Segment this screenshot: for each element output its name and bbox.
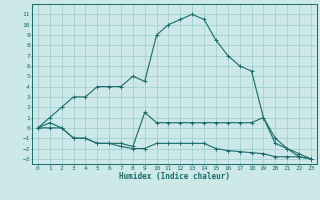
X-axis label: Humidex (Indice chaleur): Humidex (Indice chaleur) (119, 172, 230, 181)
